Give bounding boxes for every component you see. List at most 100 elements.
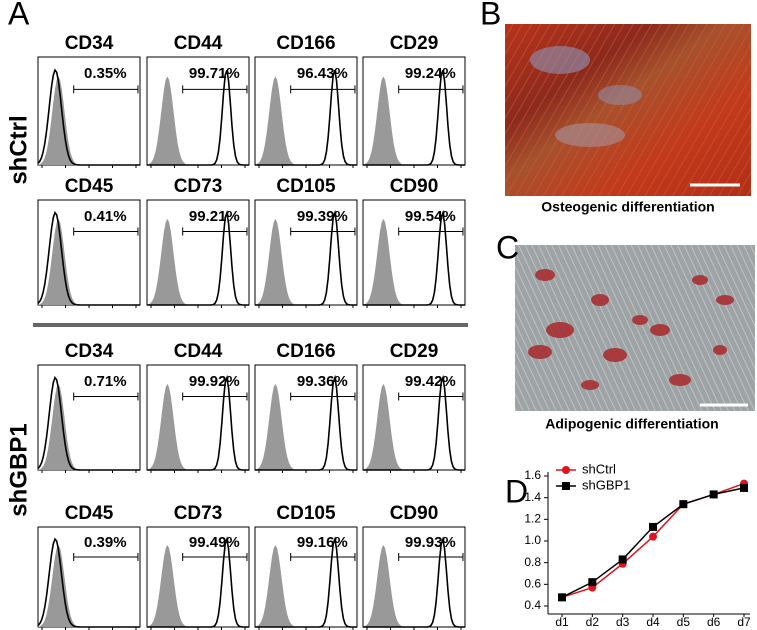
gate [73,392,139,401]
image-texture [598,85,642,105]
gate [290,85,356,94]
panel-label: C [496,229,519,265]
legend-marker [562,466,570,474]
control-histogram [147,545,249,627]
marker-name: CD34 [65,33,114,54]
caption: Adipogenic differentiation [545,416,718,432]
image-texture [530,46,590,74]
control-histogram [147,76,249,165]
percent-label: 99.92% [189,373,240,390]
group-label: shCtrl [5,115,32,184]
lipid-droplets [528,269,734,390]
gate [182,553,248,561]
control-histogram [255,383,357,470]
y-tick-label: 0.8 [524,555,541,569]
group-label: shGBP1 [5,423,32,516]
point [588,578,597,587]
percent-label: 0.39% [84,534,127,551]
gate [398,392,464,401]
gate [182,227,248,236]
panel-label: B [480,0,501,31]
gate [398,553,464,561]
gate [73,553,139,561]
point [709,490,718,499]
marker-name: CD105 [276,176,336,197]
point [649,532,657,541]
percent-label: 99.49% [189,534,240,551]
control-histogram [38,545,140,627]
control-histogram [255,545,357,627]
percent-label: 0.41% [84,208,127,225]
percent-label: 0.71% [84,373,127,390]
point [679,500,688,509]
percent-label: 99.93% [405,534,456,551]
gate [398,227,464,236]
point [649,522,657,531]
control-histogram [363,383,465,470]
control-histogram [363,545,465,627]
control-histogram [255,76,357,165]
point [740,483,748,492]
y-tick-label: 1.2 [524,512,541,526]
percent-label: 99.54% [405,208,456,225]
control-histogram [363,218,465,305]
marker-name: CD90 [390,503,439,524]
gate [73,227,139,236]
gate [73,85,139,94]
control-histogram [147,383,249,470]
percent-label: 99.42% [405,373,456,390]
x-tick-label: d5 [677,615,691,629]
percent-label: 99.16% [297,534,348,551]
marker-name: CD29 [390,341,439,362]
control-histogram [363,76,465,165]
caption: Osteogenic differentiation [541,199,714,215]
marker-name: CD29 [390,33,439,54]
control-histogram [38,218,140,305]
image-texture [555,123,625,147]
gate [290,553,356,561]
marker-name: CD73 [174,176,223,197]
panel-label: A [8,0,30,31]
x-tick-label: d7 [737,615,751,629]
marker-name: CD90 [390,176,439,197]
gate [290,392,356,401]
legend-marker [562,482,570,490]
control-histogram [255,218,357,305]
marker-name: CD166 [276,33,335,54]
percent-label: 99.24% [405,65,456,82]
percent-label: 99.21% [189,208,240,225]
control-histogram [38,383,140,470]
y-tick-label: 0.4 [524,598,541,612]
y-tick-label: 1.0 [524,533,541,547]
percent-label: 99.39% [297,208,348,225]
percent-label: 99.36% [297,373,348,390]
y-tick-label: 1.4 [524,490,541,504]
gate [182,85,248,94]
legend-label: shCtrl [582,461,616,476]
marker-name: CD44 [174,33,223,54]
gate [290,227,356,236]
panel-label: D [505,473,528,509]
gate [182,392,248,401]
point [618,555,627,564]
marker-name: CD73 [174,503,223,524]
percent-label: 0.35% [84,65,127,82]
marker-name: CD45 [65,503,114,524]
x-tick-label: d3 [616,615,630,629]
marker-name: CD44 [174,341,223,362]
control-histogram [147,218,249,305]
marker-name: CD166 [276,341,335,362]
marker-name: CD34 [65,341,114,362]
control-histogram [38,76,140,165]
x-tick-label: d4 [646,615,660,629]
x-tick-label: d6 [707,615,721,629]
legend-label: shGBP1 [582,477,630,492]
y-tick-label: 0.6 [524,577,541,591]
percent-label: 96.43% [297,65,348,82]
gate [398,85,464,94]
x-tick-label: d2 [586,615,600,629]
marker-name: CD45 [65,176,114,197]
y-tick-label: 1.6 [524,468,541,482]
x-tick-label: d1 [555,615,569,629]
